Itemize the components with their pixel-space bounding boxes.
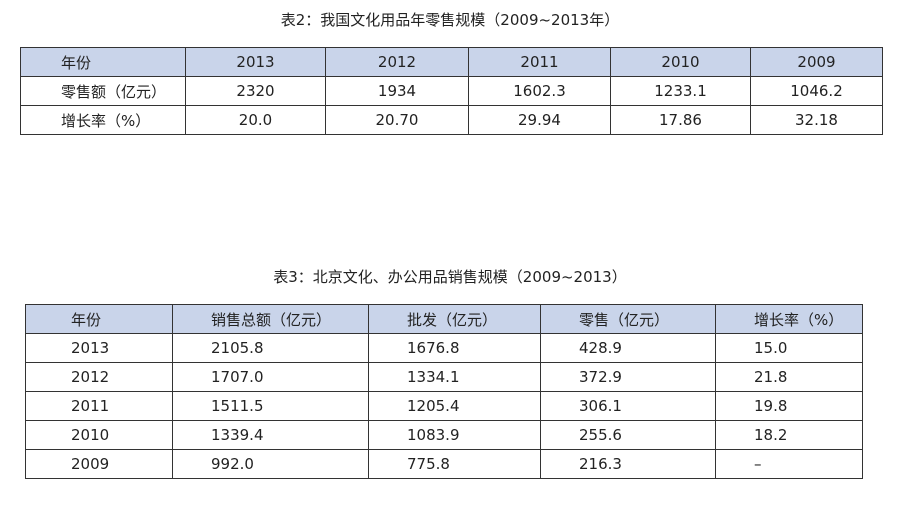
table-cell: 2009 — [25, 449, 173, 479]
table-cell: 2105.8 — [172, 333, 369, 363]
table-cell: 2011 — [25, 391, 173, 421]
table-cell: 32.18 — [750, 105, 883, 135]
table-cell: 18.2 — [715, 420, 863, 450]
table-cell: 销售总额（亿元） — [172, 304, 369, 334]
table-cell: 372.9 — [540, 362, 716, 392]
table-cell: 15.0 — [715, 333, 863, 363]
data-table: 年份 2013 2012 2011 2010 2009 零售额（亿元） 2320 1934 160… — [20, 47, 883, 135]
table-cell: 增长率（%） — [20, 105, 186, 135]
table-cell: 1205.4 — [368, 391, 541, 421]
table-cell: 2010 — [25, 420, 173, 450]
table-cell: 19.8 — [715, 391, 863, 421]
table-row: 增长率（%） 20.0 20.70 29.94 17.86 32.18 — [20, 105, 883, 135]
table-cell: 1707.0 — [172, 362, 369, 392]
table-row: 2013 2105.8 1676.8 428.9 15.0 — [25, 333, 863, 363]
table-cell: 1339.4 — [172, 420, 369, 450]
table-cell: 306.1 — [540, 391, 716, 421]
table-cell: 2012 — [25, 362, 173, 392]
data-table: 年份 销售总额（亿元） 批发（亿元） 零售（亿元） 增长率（%） 2013 2105.8 16… — [25, 304, 863, 479]
table-row: 零售额（亿元） 2320 1934 1602.3 1233.1 1046.2 — [20, 76, 883, 106]
table-cell: 增长率（%） — [715, 304, 863, 334]
table-row: 2010 1339.4 1083.9 255.6 18.2 — [25, 420, 863, 450]
table-cell: 255.6 — [540, 420, 716, 450]
table-cell: 零售（亿元） — [540, 304, 716, 334]
table-cell: 17.86 — [610, 105, 751, 135]
table-cell: 年份 — [20, 47, 186, 77]
table-cell: 2012 — [325, 47, 469, 77]
header-row: 年份 销售总额（亿元） 批发（亿元） 零售（亿元） 增长率（%） — [25, 304, 863, 334]
table-cell: 1676.8 — [368, 333, 541, 363]
table-cell: 1233.1 — [610, 76, 751, 106]
table-row: 2011 1511.5 1205.4 306.1 19.8 — [25, 391, 863, 421]
table-row: 2012 1707.0 1334.1 372.9 21.8 — [25, 362, 863, 392]
table-cell: 批发（亿元） — [368, 304, 541, 334]
table-cell: 1046.2 — [750, 76, 883, 106]
table-cell: 2010 — [610, 47, 751, 77]
table-cell: 21.8 — [715, 362, 863, 392]
table-row: 2009 992.0 775.8 216.3– — [25, 449, 863, 479]
table-cell: 775.8 — [368, 449, 541, 479]
table-cell: 20.70 — [325, 105, 469, 135]
table-cell: 2320 — [185, 76, 326, 106]
table-cell: – — [715, 449, 863, 479]
table-cell: 1083.9 — [368, 420, 541, 450]
table-cell: 年份 — [25, 304, 173, 334]
table-cell: 2009 — [750, 47, 883, 77]
table-cell: 216.3 — [540, 449, 716, 479]
table-cell: 零售额（亿元） — [20, 76, 186, 106]
table-cell: 2013 — [185, 47, 326, 77]
table-cell: 2013 — [25, 333, 173, 363]
table-cell: 428.9 — [540, 333, 716, 363]
table-cell: 992.0 — [172, 449, 369, 479]
table-cell: 1334.1 — [368, 362, 541, 392]
table-cell: 1602.3 — [468, 76, 611, 106]
table-cell: 2011 — [468, 47, 611, 77]
table-title: 表2：我国文化用品年零售规模（2009~2013年） — [280, 11, 620, 29]
table-title: 表3：北京文化、办公用品销售规模（2009~2013） — [273, 268, 627, 286]
table-cell: 20.0 — [185, 105, 326, 135]
table-cell: 1511.5 — [172, 391, 369, 421]
table-cell: 29.94 — [468, 105, 611, 135]
table-cell: 1934 — [325, 76, 469, 106]
header-row: 年份 2013 2012 2011 2010 2009 — [20, 47, 883, 77]
